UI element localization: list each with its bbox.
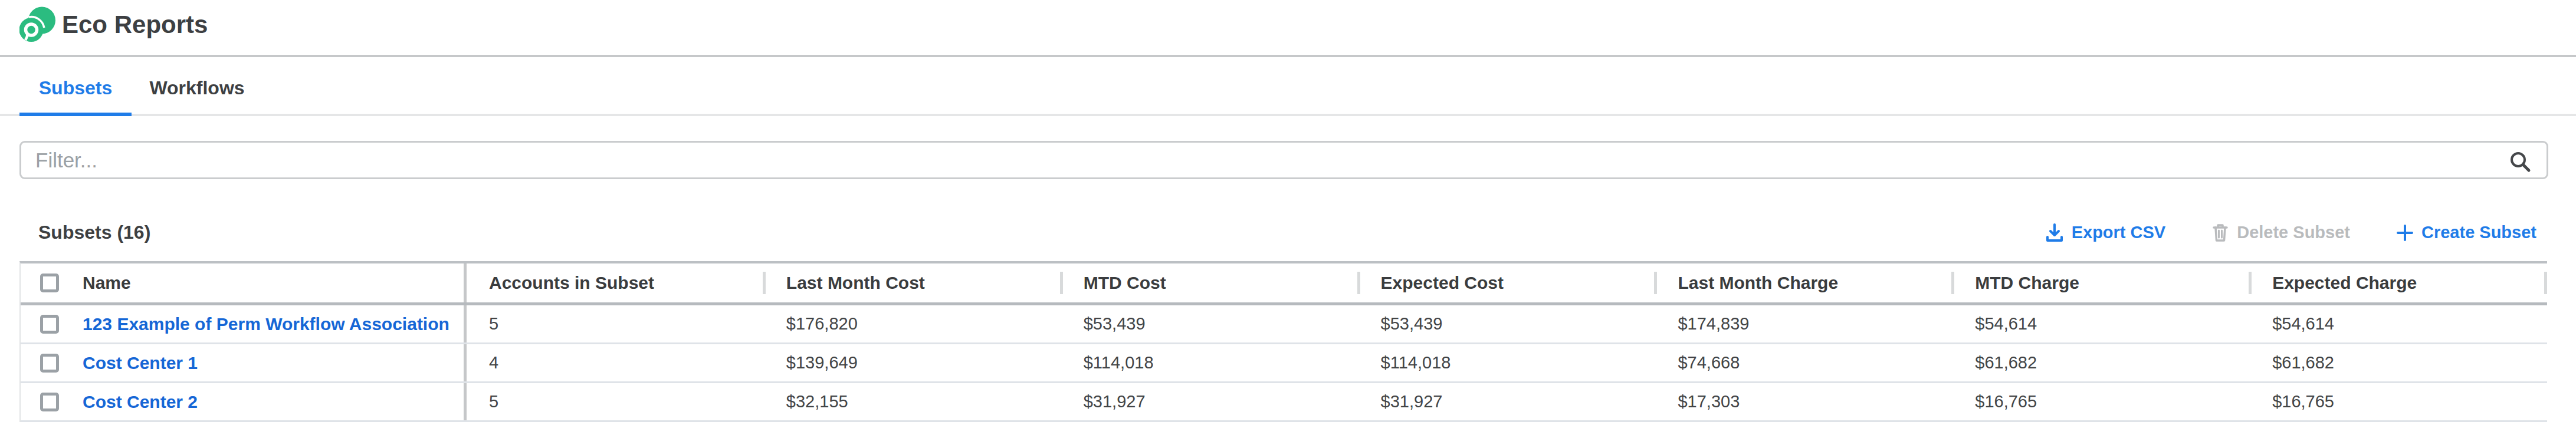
delete-subset-label: Delete Subset — [2237, 223, 2350, 242]
create-subset-button[interactable]: Create Subset — [2396, 223, 2536, 242]
cell-last-month-charge: $17,303 — [1655, 383, 1952, 420]
tab-bar: Subsets Workflows — [0, 60, 2576, 116]
tab-workflows[interactable]: Workflows — [132, 60, 262, 116]
row-checkbox[interactable] — [40, 354, 59, 373]
cell-mtd-cost: $31,927 — [1061, 383, 1358, 420]
active-tab-underline — [19, 113, 132, 116]
cell-name: 123 Example of Perm Workflow Association — [21, 305, 467, 342]
delete-subset-button[interactable]: Delete Subset — [2211, 223, 2350, 243]
cell-mtd-charge: $61,682 — [1952, 344, 2250, 381]
header-cell-mtd-charge: MTD Charge — [1952, 263, 2250, 302]
tab-subsets[interactable]: Subsets — [19, 60, 132, 116]
tabs-baseline — [0, 114, 2576, 116]
column-resize-handle[interactable] — [1654, 272, 1657, 294]
trash-icon — [2211, 223, 2229, 243]
header-cell-last-month-charge: Last Month Charge — [1655, 263, 1952, 302]
subsets-table: Name Accounts in Subset Last Month Cost … — [19, 261, 2547, 422]
table-row: Cost Center 1 4 $139,649 $114,018 $114,0… — [21, 344, 2547, 383]
cell-expected-charge: $54,614 — [2250, 305, 2547, 342]
column-resize-handle[interactable] — [763, 272, 766, 294]
filter-container — [19, 141, 2548, 179]
table-header-row: Name Accounts in Subset Last Month Cost … — [21, 263, 2547, 305]
page-title: Eco Reports — [62, 10, 208, 39]
column-label-expected-charge: Expected Charge — [2272, 273, 2417, 293]
header-cell-mtd-cost: MTD Cost — [1061, 263, 1358, 302]
cell-expected-cost: $31,927 — [1358, 383, 1656, 420]
column-resize-handle[interactable] — [2544, 272, 2547, 294]
cell-expected-charge: $61,682 — [2250, 344, 2547, 381]
header-cell-expected-cost: Expected Cost — [1358, 263, 1656, 302]
app-header: Eco Reports — [0, 0, 2576, 57]
cell-last-month-charge: $74,668 — [1655, 344, 1952, 381]
toolbar-actions: Export CSV Delete Subset Create Subset — [2045, 219, 2536, 246]
header-cell-last-month-cost: Last Month Cost — [764, 263, 1061, 302]
subset-name-link[interactable]: 123 Example of Perm Workflow Association — [83, 314, 449, 334]
cell-mtd-cost: $114,018 — [1061, 344, 1358, 381]
cell-name: Cost Center 1 — [21, 344, 467, 381]
column-label-last-month-cost: Last Month Cost — [786, 273, 925, 293]
subset-name-link[interactable]: Cost Center 1 — [83, 353, 198, 373]
header-cell-expected-charge: Expected Charge — [2250, 263, 2547, 302]
row-checkbox[interactable] — [40, 315, 59, 334]
download-icon — [2045, 223, 2064, 243]
cell-accounts: 4 — [467, 344, 764, 381]
table-row: Cost Center 2 5 $32,155 $31,927 $31,927 … — [21, 383, 2547, 422]
cell-mtd-cost: $53,439 — [1061, 305, 1358, 342]
column-resize-handle[interactable] — [1060, 272, 1063, 294]
export-csv-label: Export CSV — [2072, 223, 2166, 242]
cell-last-month-charge: $174,839 — [1655, 305, 1952, 342]
export-csv-button[interactable]: Export CSV — [2045, 223, 2166, 243]
header-cell-accounts: Accounts in Subset — [467, 263, 764, 302]
column-label-mtd-cost: MTD Cost — [1084, 273, 1166, 293]
tab-workflows-label: Workflows — [149, 77, 244, 99]
subset-name-link[interactable]: Cost Center 2 — [83, 392, 198, 412]
header-cell-name: Name — [21, 263, 467, 302]
cell-expected-cost: $53,439 — [1358, 305, 1656, 342]
cell-mtd-charge: $16,765 — [1952, 383, 2250, 420]
cell-last-month-cost: $139,649 — [764, 344, 1061, 381]
cell-last-month-cost: $176,820 — [764, 305, 1061, 342]
column-resize-handle[interactable] — [1357, 272, 1360, 294]
table-row: 123 Example of Perm Workflow Association… — [21, 305, 2547, 344]
section-heading: Subsets (16) — [38, 219, 150, 246]
column-label-mtd-charge: MTD Charge — [1975, 273, 2079, 293]
eco-logo-icon — [19, 6, 56, 42]
cell-expected-cost: $114,018 — [1358, 344, 1656, 381]
column-label-expected-cost: Expected Cost — [1381, 273, 1504, 293]
column-label-accounts: Accounts in Subset — [489, 273, 654, 293]
search-icon — [2509, 150, 2532, 174]
filter-input[interactable] — [21, 143, 2547, 177]
plus-icon — [2396, 224, 2414, 242]
column-label-last-month-charge: Last Month Charge — [1678, 273, 1838, 293]
cell-name: Cost Center 2 — [21, 383, 467, 420]
cell-mtd-charge: $54,614 — [1952, 305, 2250, 342]
row-checkbox[interactable] — [40, 393, 59, 411]
create-subset-label: Create Subset — [2421, 223, 2536, 242]
tab-subsets-label: Subsets — [39, 77, 112, 99]
column-label-name: Name — [83, 273, 131, 293]
column-resize-handle[interactable] — [2249, 272, 2252, 294]
table-toolbar: Subsets (16) Export CSV Delete Subset Cr… — [0, 219, 2576, 246]
cell-expected-charge: $16,765 — [2250, 383, 2547, 420]
select-all-checkbox[interactable] — [40, 274, 59, 292]
cell-accounts: 5 — [467, 305, 764, 342]
cell-last-month-cost: $32,155 — [764, 383, 1061, 420]
cell-accounts: 5 — [467, 383, 764, 420]
column-resize-handle[interactable] — [1951, 272, 1954, 294]
